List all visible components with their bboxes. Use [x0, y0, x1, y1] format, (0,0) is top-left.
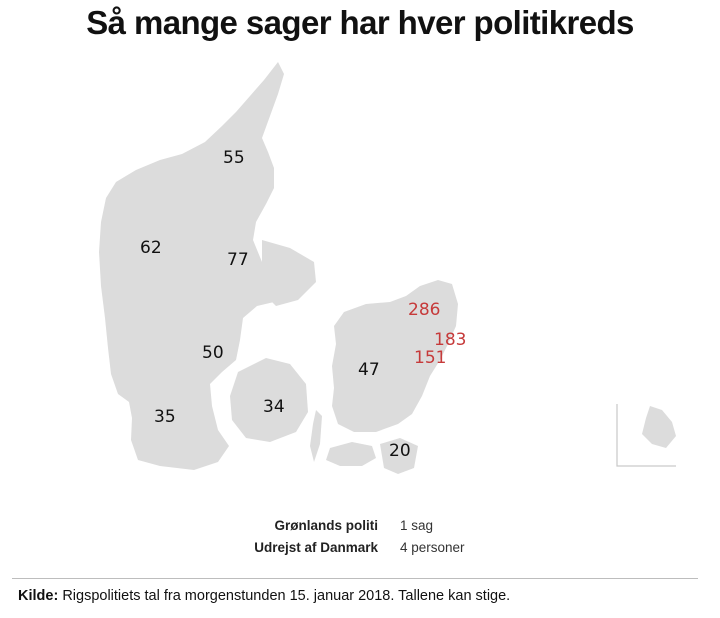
note-value: 1 sag	[400, 518, 434, 533]
bornholm-inset-frame	[616, 404, 676, 467]
district-value-nordjylland: 55	[223, 148, 245, 168]
lolland-landmass	[326, 442, 376, 466]
note-row-greenland: Grønlands politi 1 sag	[0, 518, 720, 538]
district-value-midt-vestsjaelland: 47	[358, 360, 380, 380]
source-line: Kilde: Rigspolitiets tal fra morgenstund…	[18, 588, 510, 604]
zealand-landmass	[332, 280, 458, 432]
district-value-syd-soenderjylland: 35	[154, 407, 176, 427]
divider	[12, 578, 698, 579]
district-value-nordsjaelland: 286	[408, 300, 440, 320]
falster-landmass	[380, 438, 418, 474]
district-value-koebenhavns-vestegn: 151	[414, 348, 446, 368]
bornholm-landmass	[642, 406, 676, 448]
denmark-map: 55 62 77 50 35 34 47 286 183 151 20	[99, 62, 676, 474]
jutland-landmass	[99, 62, 284, 470]
note-row-departed: Udrejst af Danmark 4 personer	[0, 540, 720, 560]
note-name: Udrejst af Danmark	[254, 540, 378, 555]
note-name: Grønlands politi	[274, 518, 379, 533]
district-value-oestjylland: 77	[227, 250, 249, 270]
note-value: 4 personer	[400, 540, 465, 555]
district-value-midt-vestjylland: 62	[140, 238, 162, 258]
district-value-sydoestjylland: 50	[202, 343, 224, 363]
langeland-landmass	[310, 410, 322, 462]
djursland-landmass	[262, 240, 316, 306]
funen-landmass	[230, 358, 308, 442]
district-value-fyn: 34	[263, 397, 285, 417]
source-label: Kilde:	[18, 588, 59, 604]
source-text: Rigspolitiets tal fra morgenstunden 15. …	[62, 588, 511, 604]
district-value-koebenhavn: 183	[434, 330, 466, 350]
district-value-sydsjaelland: 20	[389, 441, 411, 461]
map-title: Så mange sager har hver politikreds	[86, 4, 634, 41]
